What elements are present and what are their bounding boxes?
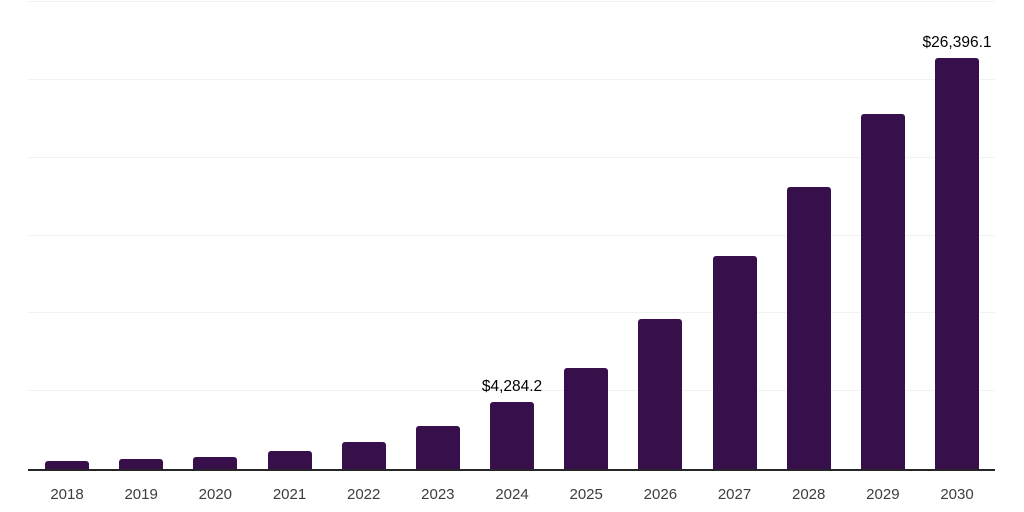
bar-2023 bbox=[415, 426, 460, 469]
bar-2021 bbox=[267, 450, 312, 469]
tick-label-2023: 2023 bbox=[421, 486, 455, 503]
gridline-5000 bbox=[28, 390, 995, 392]
data-label-2024: $4,284.2 bbox=[481, 378, 543, 396]
bar-2024 bbox=[490, 402, 535, 469]
gridline-10000 bbox=[28, 312, 995, 314]
bar-2027 bbox=[712, 255, 757, 469]
bar-2018 bbox=[45, 461, 89, 469]
tick-label-2028: 2028 bbox=[792, 486, 826, 503]
tick-label-2024: 2024 bbox=[495, 486, 529, 503]
bar-2020 bbox=[193, 457, 238, 469]
bar-2025 bbox=[564, 368, 609, 469]
gridline-20000 bbox=[28, 156, 995, 158]
bar-2022 bbox=[341, 441, 386, 469]
gridline-25000 bbox=[28, 78, 995, 80]
tick-label-2022: 2022 bbox=[346, 486, 381, 503]
tick-label-2026: 2026 bbox=[643, 486, 678, 503]
gridline-30000 bbox=[28, 1, 995, 2]
data-label-2030: $26,396.1 bbox=[922, 34, 992, 52]
gridline-15000 bbox=[28, 234, 995, 236]
tick-label-2025: 2025 bbox=[569, 486, 603, 503]
tick-label-2018: 2018 bbox=[50, 486, 84, 503]
tick-label-2021: 2021 bbox=[272, 486, 307, 503]
bar-2029 bbox=[860, 114, 905, 469]
tick-label-2029: 2029 bbox=[866, 486, 900, 503]
tick-label-2020: 2020 bbox=[198, 486, 233, 503]
x-axis-line bbox=[28, 469, 995, 471]
plot-area: $4,284.2 $26,396.1 bbox=[28, 1, 995, 471]
tick-label-2030: 2030 bbox=[940, 486, 974, 503]
tick-label-2027: 2027 bbox=[717, 486, 752, 503]
bar-2030 bbox=[935, 58, 980, 469]
bar-2028 bbox=[786, 187, 831, 469]
bar-2019 bbox=[119, 459, 164, 469]
bar-2026 bbox=[638, 319, 683, 469]
x-axis-labels: 2018 2019 2020 2021 2022 2023 2024 2025 2026 2027… bbox=[28, 484, 995, 506]
tick-label-2019: 2019 bbox=[124, 486, 158, 503]
